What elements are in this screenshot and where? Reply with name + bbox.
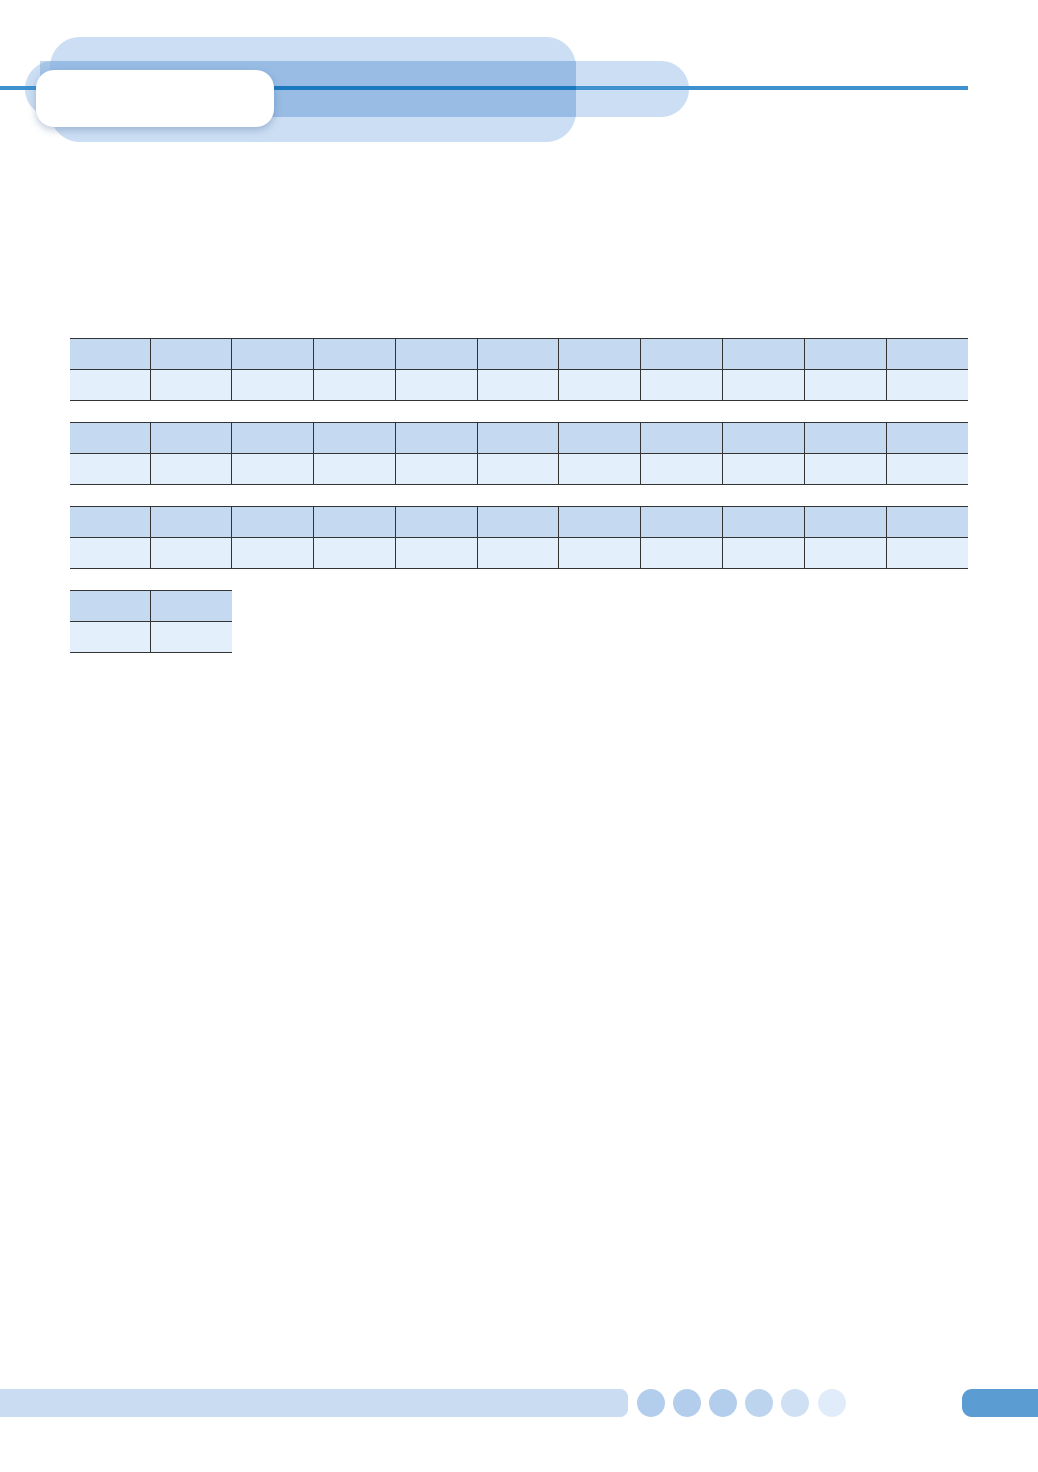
table-cell (722, 422, 805, 454)
table-cell (70, 369, 151, 401)
footer-dot (781, 1389, 809, 1417)
table-cell (558, 422, 642, 454)
table-header-row (70, 590, 232, 622)
table-cell (477, 537, 560, 569)
table-cell (150, 621, 232, 653)
table-cell (886, 422, 968, 454)
data-table (70, 506, 968, 569)
table-cell (150, 422, 233, 454)
table-cell (640, 537, 724, 569)
table-cell (231, 369, 315, 401)
table-header-row (70, 338, 968, 370)
table-cell (313, 453, 396, 485)
table-cell (70, 338, 151, 370)
table-cell (804, 506, 887, 538)
table-cell (477, 369, 560, 401)
table-header-row (70, 422, 968, 454)
table-cell (231, 422, 315, 454)
table-cell (558, 453, 642, 485)
table-cell (395, 369, 478, 401)
table-cell (886, 369, 968, 401)
header-rule-dark (215, 86, 576, 90)
table-cell (722, 506, 805, 538)
table-cell (804, 369, 887, 401)
table-cell (804, 537, 887, 569)
table-cell (70, 537, 151, 569)
table-row (70, 369, 968, 401)
table-cell (722, 453, 805, 485)
table-cell (231, 338, 315, 370)
table-cell (70, 422, 151, 454)
table-cell (313, 422, 396, 454)
table-row (70, 537, 968, 569)
data-table (70, 338, 968, 401)
footer-dot (673, 1389, 701, 1417)
table-cell (722, 338, 805, 370)
footer-dot (709, 1389, 737, 1417)
table-cell (477, 422, 560, 454)
table-cell (477, 506, 560, 538)
table-cell (150, 590, 232, 622)
table-cell (558, 537, 642, 569)
table-cell (150, 338, 233, 370)
table-cell (886, 537, 968, 569)
footer-dot (745, 1389, 773, 1417)
table-cell (231, 453, 315, 485)
table-cell (395, 537, 478, 569)
table-cell (558, 506, 642, 538)
table-cell (395, 506, 478, 538)
table-cell (886, 338, 968, 370)
table-cell (395, 338, 478, 370)
table-cell (640, 453, 724, 485)
data-table (70, 590, 232, 653)
table-cell (395, 453, 478, 485)
table-cell (558, 338, 642, 370)
footer-dot (818, 1389, 846, 1417)
footer-bar (0, 1389, 628, 1417)
table-cell (804, 453, 887, 485)
table-cell (558, 369, 642, 401)
table-cell (477, 453, 560, 485)
table-cell (313, 369, 396, 401)
table-cell (231, 506, 315, 538)
table-cell (886, 506, 968, 538)
table-cell (70, 621, 151, 653)
table-header-row (70, 506, 968, 538)
table-cell (313, 506, 396, 538)
page-number-tab (962, 1389, 1038, 1417)
table-cell (70, 590, 151, 622)
chapter-title-tab (36, 70, 274, 127)
table-cell (804, 422, 887, 454)
footer-dot (637, 1389, 665, 1417)
table-cell (313, 338, 396, 370)
table-cell (477, 338, 560, 370)
table-cell (395, 422, 478, 454)
table-cell (804, 338, 887, 370)
table-cell (640, 338, 724, 370)
table-row (70, 621, 232, 653)
table-cell (640, 369, 724, 401)
table-cell (722, 537, 805, 569)
table-cell (640, 506, 724, 538)
table-cell (150, 506, 233, 538)
table-cell (70, 506, 151, 538)
table-cell (231, 537, 315, 569)
table-cell (150, 537, 233, 569)
table-row (70, 453, 968, 485)
table-cell (640, 422, 724, 454)
table-cell (313, 537, 396, 569)
table-cell (70, 453, 151, 485)
data-table (70, 422, 968, 485)
table-cell (150, 369, 233, 401)
table-cell (150, 453, 233, 485)
table-cell (722, 369, 805, 401)
table-cell (886, 453, 968, 485)
